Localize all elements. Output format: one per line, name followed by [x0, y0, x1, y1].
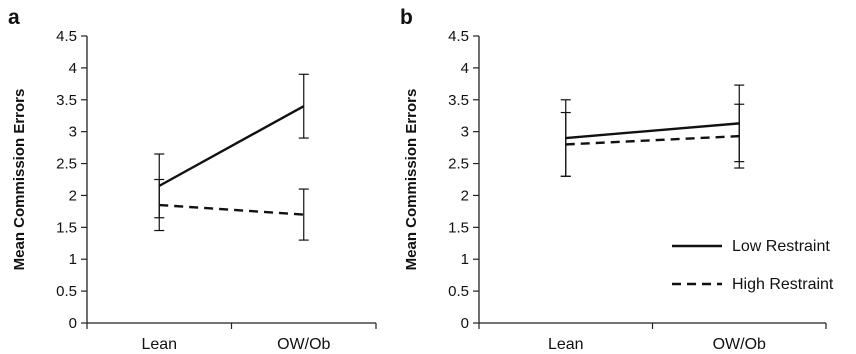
- y-tick-label: 4.5: [448, 28, 469, 45]
- panel-letter: b: [400, 6, 413, 29]
- y-tick-label: 0.5: [56, 283, 77, 300]
- series-line-high-restraint: [159, 203, 304, 216]
- y-tick-label: 4.5: [56, 28, 77, 45]
- panel-letter: a: [8, 6, 20, 29]
- y-tick-label: 3: [69, 124, 77, 141]
- y-tick-label: 3.5: [56, 92, 77, 109]
- y-tick-label: 1.5: [448, 219, 469, 236]
- x-tick-label-lean: Lean: [141, 336, 177, 353]
- y-tick-label: 1: [461, 251, 469, 268]
- x-tick-label-ow-ob: OW/Ob: [277, 336, 330, 353]
- y-tick-label: 1: [69, 251, 77, 268]
- y-tick-label: 4: [461, 60, 469, 77]
- y-tick-label: 1.5: [56, 219, 77, 236]
- x-tick-label-ow-ob: OW/Ob: [713, 336, 766, 353]
- y-tick-label: 2.5: [56, 156, 77, 173]
- y-tick-label: 0: [69, 315, 77, 332]
- y-axis-label: Mean Commission Errors: [403, 89, 420, 271]
- series-line-low-restraint: [158, 105, 305, 187]
- y-tick-label: 3: [461, 124, 469, 141]
- legend-label-low-restraint: Low Restraint: [732, 238, 830, 255]
- y-tick-label: 3.5: [448, 92, 469, 109]
- y-axis-label: Mean Commission Errors: [11, 89, 28, 271]
- x-tick-label-lean: Lean: [548, 336, 584, 353]
- legend: Low Restraint High Restraint: [672, 238, 834, 293]
- y-tick-label: 0: [461, 315, 469, 332]
- panel-a: a Mean Commission Errors 0 0.5 1 1.5 2 2.5 3 3.5 4…: [8, 6, 377, 353]
- y-tick-label: 2.5: [448, 156, 469, 173]
- y-tick-label: 2: [461, 187, 469, 204]
- series-line-high-restraint: [565, 134, 740, 146]
- legend-label-high-restraint: High Restraint: [732, 276, 834, 293]
- y-tick-label: 0.5: [448, 283, 469, 300]
- y-tick-label: 2: [69, 187, 77, 204]
- y-tick-label: 4: [69, 60, 77, 77]
- panel-b: b Mean Commission Errors 0 0.5 1 1.5 2 2.5 3 3.5 4…: [400, 6, 834, 353]
- series-line-low-restraint: [565, 122, 740, 140]
